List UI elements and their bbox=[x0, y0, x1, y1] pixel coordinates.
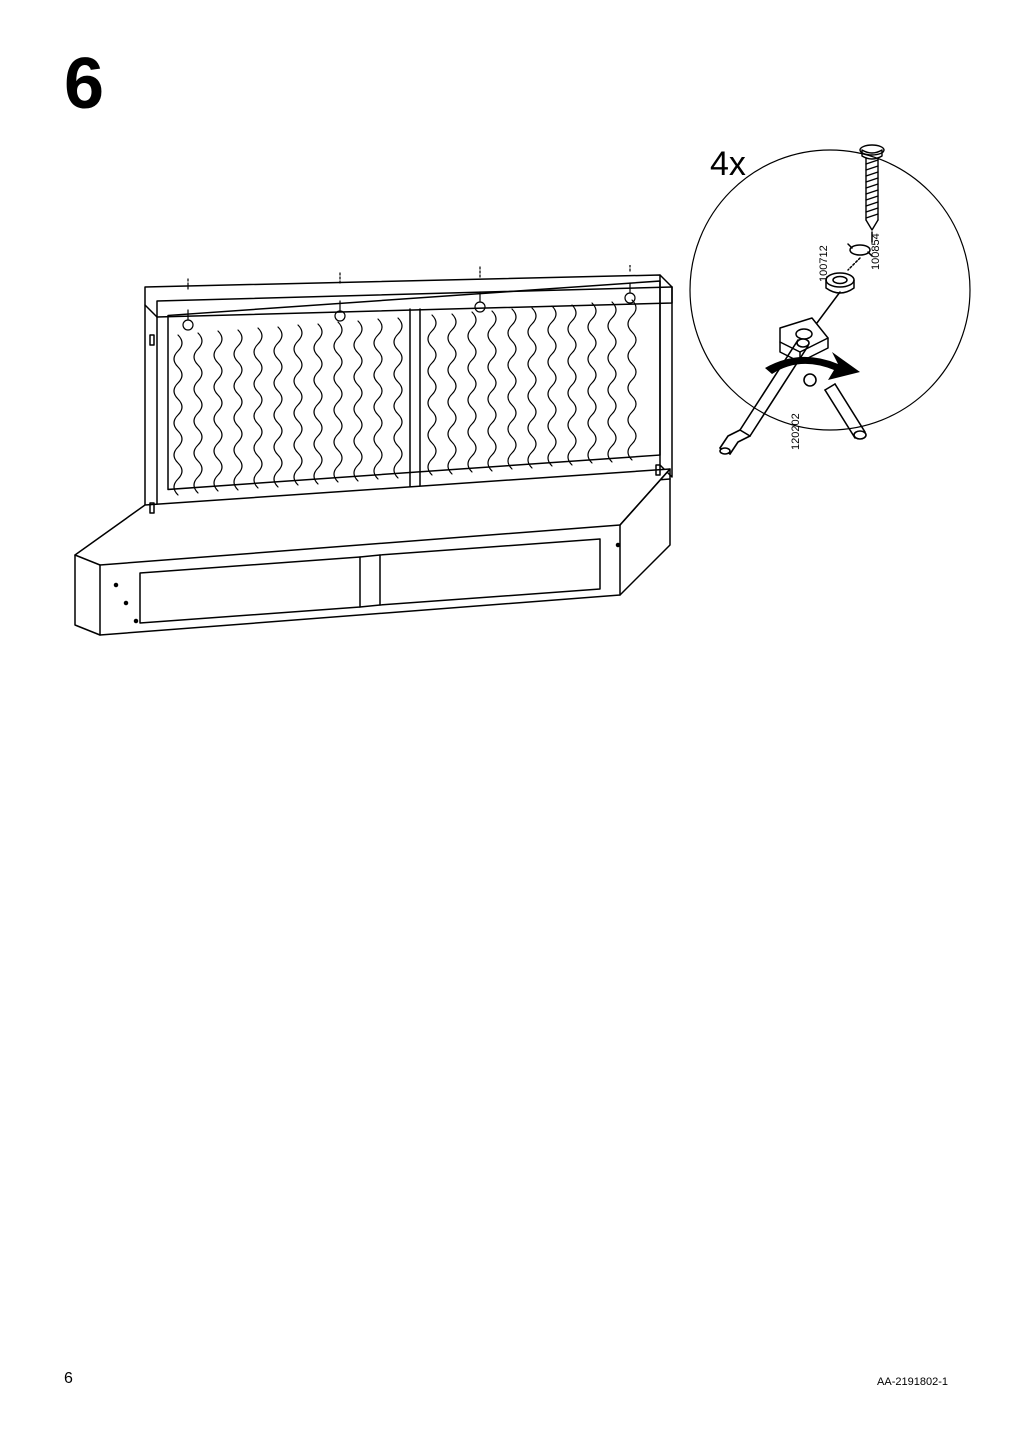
part-number-washer: 100712 bbox=[818, 245, 830, 282]
step-number: 6 bbox=[64, 48, 104, 120]
page-number: 6 bbox=[64, 1370, 73, 1388]
quantity-label: 4x bbox=[710, 145, 746, 184]
document-id: AA-2191802-1 bbox=[877, 1376, 948, 1388]
part-number-screw: 100854 bbox=[870, 233, 882, 270]
washer-icon bbox=[826, 273, 854, 293]
washer-open-icon bbox=[848, 244, 872, 256]
assembly-diagram bbox=[60, 265, 700, 685]
screw-icon bbox=[860, 145, 884, 230]
part-number-hex-key: 120202 bbox=[790, 413, 802, 450]
